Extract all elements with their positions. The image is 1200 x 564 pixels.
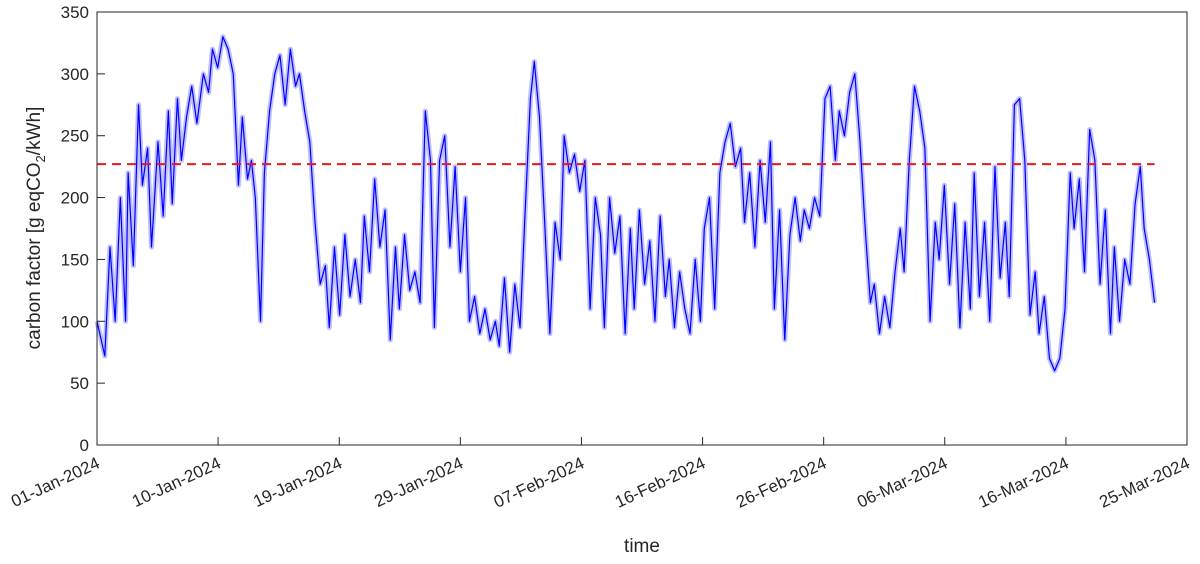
y-tick-label: 50 xyxy=(70,374,89,393)
x-tick-label: 16-Feb-2024 xyxy=(612,453,708,511)
x-axis-label: time xyxy=(624,536,660,557)
line xyxy=(96,36,1156,372)
y-tick-label: 0 xyxy=(80,436,89,455)
x-tick-label: 26-Feb-2024 xyxy=(733,453,829,511)
y-tick-label: 100 xyxy=(61,312,89,331)
y-tick-label: 200 xyxy=(61,189,89,208)
x-tick-label: 29-Jan-2024 xyxy=(371,453,466,511)
y-tick-label: 250 xyxy=(61,127,89,146)
x-tick-label: 19-Jan-2024 xyxy=(250,453,345,511)
plot-frame xyxy=(96,11,1188,446)
x-tick-label: 01-Jan-2024 xyxy=(8,453,103,511)
y-label-part: /kWh] xyxy=(24,107,45,156)
y-axis-label: carbon factor [g eqCO2/kWh] xyxy=(24,107,48,350)
y-label-subscript: 2 xyxy=(33,155,48,162)
y-tick-label: 150 xyxy=(61,250,89,269)
y-tick-label: 300 xyxy=(61,65,89,84)
y-tick-label: 350 xyxy=(61,3,89,22)
x-tick-label: 25-Mar-2024 xyxy=(1096,453,1192,511)
x-tick-label: 10-Jan-2024 xyxy=(129,453,224,511)
y-label-part: carbon factor [g eqCO xyxy=(24,162,45,349)
x-tick-label: 06-Mar-2024 xyxy=(854,453,950,511)
x-tick-label: 07-Feb-2024 xyxy=(491,453,587,511)
x-tick-label: 16-Mar-2024 xyxy=(975,453,1071,511)
